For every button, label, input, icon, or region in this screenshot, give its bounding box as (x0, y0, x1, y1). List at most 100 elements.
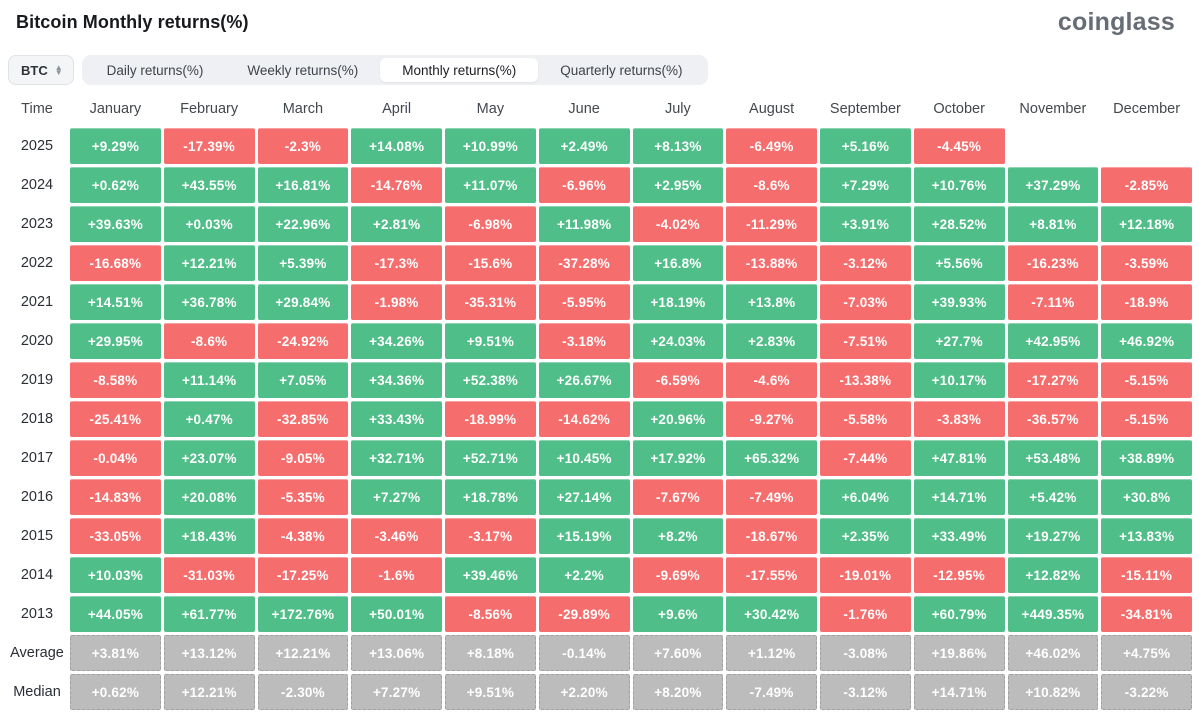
return-cell: +44.05% (70, 596, 161, 632)
tab-daily-returns[interactable]: Daily returns(%) (106, 62, 204, 78)
return-cell: +28.52% (913, 206, 1005, 242)
table-row: 2016 -14.83% +20.08% -5.35% +7.27% +18.78% +27… (7, 479, 1192, 515)
return-cell: +36.78% (163, 284, 255, 320)
return-cell: +10.82% (1007, 674, 1099, 710)
return-cell: -0.14% (538, 635, 630, 671)
return-cell: +19.86% (913, 635, 1005, 671)
return-cell: -1.98% (351, 284, 442, 320)
tab-weekly-returns[interactable]: Weekly returns(%) (247, 62, 359, 78)
return-cell: +19.27% (1007, 518, 1099, 554)
month-header: July (664, 101, 691, 117)
return-cell: -8.6% (163, 323, 255, 359)
return-cell: +20.08% (163, 479, 255, 515)
symbol-select[interactable]: BTC ▲ ▼ (8, 55, 74, 85)
return-cell: +60.79% (913, 596, 1005, 632)
return-cell: +18.19% (632, 284, 724, 320)
table-header-row: Time January February March April May Ju… (7, 96, 1192, 122)
return-cell: +52.71% (445, 440, 536, 476)
table-row: 2022 -16.68% +12.21% +5.39% -17.3% -15.6% -37.… (7, 245, 1192, 281)
return-cell: -3.12% (820, 245, 911, 281)
return-cell: +29.95% (70, 323, 161, 359)
return-cell: +5.56% (913, 245, 1005, 281)
return-cell: +13.8% (726, 284, 817, 320)
table-row: 2019 -8.58% +11.14% +7.05% +34.36% +52.38% +26… (7, 362, 1192, 398)
return-cell: +61.77% (163, 596, 255, 632)
return-cell: +2.49% (538, 128, 630, 164)
return-cell: +8.20% (632, 674, 724, 710)
tab-monthly-returns[interactable]: Monthly returns(%) (380, 58, 539, 82)
time-column-header: Time (21, 101, 53, 117)
return-cell: -4.02% (632, 206, 724, 242)
month-header: February (180, 101, 239, 117)
return-cell: -32.85% (257, 401, 349, 437)
return-cell: -31.03% (163, 557, 255, 593)
return-cell: -14.83% (70, 479, 161, 515)
return-cell: +8.18% (445, 635, 536, 671)
return-cell: -1.6% (351, 557, 442, 593)
return-cell: +3.81% (70, 635, 161, 671)
return-cell: +14.51% (70, 284, 161, 320)
coinglass-logo[interactable]: coinglass (1057, 8, 1175, 36)
return-cell: -15.6% (445, 245, 536, 281)
return-cell: -7.03% (820, 284, 911, 320)
return-cell: +34.36% (351, 362, 442, 398)
return-cell: +2.35% (820, 518, 911, 554)
return-cell: +0.47% (163, 401, 255, 437)
return-cell: -2.85% (1101, 167, 1192, 203)
return-cell: +7.27% (351, 674, 442, 710)
return-cell: -14.62% (538, 401, 630, 437)
row-label: 2025 (20, 138, 54, 154)
return-cell: -8.58% (70, 362, 161, 398)
tab-quarterly-returns[interactable]: Quarterly returns(%) (560, 62, 683, 78)
return-cell: +0.62% (70, 167, 161, 203)
return-cell: -3.17% (445, 518, 536, 554)
month-header: June (568, 101, 600, 117)
month-header: May (476, 101, 505, 117)
return-cell: +2.95% (632, 167, 724, 203)
return-cell: -7.51% (820, 323, 911, 359)
top-bar: Bitcoin Monthly returns(%) coinglass (0, 0, 1199, 44)
table-row: 2023 +39.63% +0.03% +22.96% +2.81% -6.98% +11.… (7, 206, 1192, 242)
return-cell: +33.43% (351, 401, 442, 437)
return-cell: -7.67% (632, 479, 724, 515)
return-cell: -16.23% (1007, 245, 1099, 281)
return-cell: +9.51% (445, 323, 536, 359)
month-header: October (933, 101, 985, 117)
row-label: 2016 (20, 489, 54, 505)
return-cell: +9.29% (70, 128, 161, 164)
month-header: January (89, 101, 142, 117)
row-label: 2023 (20, 216, 54, 232)
month-header: December (1113, 101, 1181, 117)
return-cell: -3.08% (820, 635, 911, 671)
return-cell: -13.88% (726, 245, 817, 281)
return-cell: -8.6% (726, 167, 817, 203)
return-cell: +2.20% (538, 674, 630, 710)
return-cell: -18.9% (1101, 284, 1192, 320)
table-row: 2021 +14.51% +36.78% +29.84% -1.98% -35.31% -5… (7, 284, 1192, 320)
row-label: 2018 (20, 411, 54, 427)
return-cell: -7.44% (820, 440, 911, 476)
return-cell: +8.2% (632, 518, 724, 554)
return-cell: +10.17% (913, 362, 1005, 398)
return-cell: -12.95% (913, 557, 1005, 593)
return-cell: +449.35% (1007, 596, 1099, 632)
return-cell: -5.35% (257, 479, 349, 515)
return-cell: +32.71% (351, 440, 442, 476)
return-cell: +3.91% (820, 206, 911, 242)
return-cell: +30.42% (726, 596, 817, 632)
return-cell: -17.55% (726, 557, 817, 593)
row-label: 2015 (20, 528, 54, 544)
return-cell: -9.27% (726, 401, 817, 437)
return-cell: +26.67% (538, 362, 630, 398)
return-cell: +29.84% (257, 284, 349, 320)
return-cell: +39.46% (445, 557, 536, 593)
row-label: 2024 (20, 177, 54, 193)
return-cell: -6.49% (726, 128, 817, 164)
return-cell: -2.3% (257, 128, 349, 164)
return-cell: +53.48% (1007, 440, 1099, 476)
return-cell: -17.39% (163, 128, 255, 164)
symbol-select-value: BTC (21, 62, 48, 78)
return-cell: +16.81% (257, 167, 349, 203)
return-cell: -17.3% (351, 245, 442, 281)
return-cell: -4.38% (257, 518, 349, 554)
